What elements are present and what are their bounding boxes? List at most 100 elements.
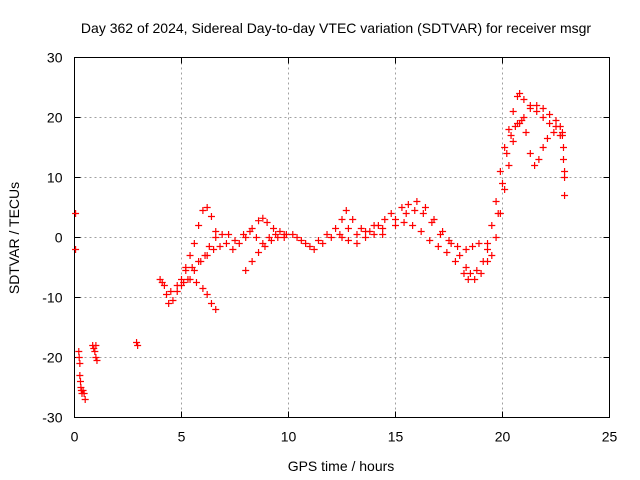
data-point: [267, 237, 275, 244]
data-point: [344, 225, 352, 232]
data-point: [195, 222, 203, 229]
data-point: [462, 246, 470, 253]
data-point: [302, 240, 310, 247]
data-point: [76, 378, 84, 385]
data-point: [306, 243, 314, 250]
data-point: [484, 258, 492, 265]
data-point: [552, 117, 560, 124]
data-point: [392, 216, 399, 223]
x-tick-label: 5: [178, 429, 186, 445]
data-points: [72, 90, 569, 403]
y-tick-label: 0: [55, 230, 63, 246]
data-point: [546, 111, 554, 118]
data-point: [561, 192, 569, 199]
data-point: [248, 258, 256, 265]
data-point: [212, 234, 220, 241]
data-point: [526, 105, 534, 112]
data-point: [190, 240, 198, 247]
data-point: [353, 240, 361, 247]
data-point: [93, 357, 101, 364]
x-tick-label: 25: [602, 429, 618, 445]
data-point: [163, 291, 171, 298]
data-point: [190, 267, 198, 274]
data-point: [505, 162, 513, 169]
data-point: [469, 243, 477, 250]
data-point: [451, 258, 459, 265]
x-axis-title: GPS time / hours: [288, 458, 395, 474]
data-point: [488, 252, 496, 259]
data-point: [558, 132, 566, 139]
data-point: [552, 123, 560, 130]
data-point: [400, 219, 408, 226]
data-point: [392, 222, 399, 229]
data-point: [186, 252, 194, 259]
data-point: [362, 228, 370, 235]
data-point: [270, 225, 278, 232]
data-point: [323, 231, 331, 238]
data-point: [404, 201, 412, 208]
data-point: [75, 348, 83, 355]
chart-title: Day 362 of 2024, Sidereal Day-to-day VTE…: [81, 20, 591, 36]
data-point: [531, 162, 539, 169]
y-tick-label: 10: [47, 170, 63, 186]
data-point: [436, 231, 444, 238]
data-point: [492, 198, 500, 205]
y-tick-label: -10: [42, 290, 62, 306]
data-point: [539, 114, 547, 121]
data-point: [561, 174, 569, 181]
data-point: [539, 105, 547, 112]
data-point: [314, 237, 322, 244]
data-point: [370, 222, 378, 229]
data-point: [72, 210, 80, 217]
data-point: [533, 102, 541, 109]
data-point: [231, 237, 239, 244]
data-point: [207, 213, 215, 220]
grid: [74, 57, 610, 418]
data-point: [357, 225, 365, 232]
data-point: [252, 234, 260, 241]
data-point: [165, 300, 173, 307]
data-point: [197, 258, 205, 265]
data-point: [210, 246, 218, 253]
data-point: [218, 231, 226, 238]
y-axis-title: SDTVAR / TECUs: [6, 182, 22, 294]
data-point: [246, 228, 254, 235]
data-point: [522, 129, 530, 136]
data-point: [133, 339, 141, 346]
data-point: [362, 234, 370, 241]
y-tick-label: 30: [47, 50, 63, 66]
data-point: [475, 240, 483, 247]
data-point: [342, 207, 350, 214]
data-point: [81, 396, 89, 403]
data-point: [192, 279, 200, 286]
data-point: [445, 237, 453, 244]
data-point: [178, 282, 185, 289]
data-point: [379, 225, 387, 232]
data-point: [509, 138, 517, 145]
data-point: [488, 222, 496, 229]
data-point: [561, 168, 569, 175]
data-point: [460, 270, 468, 277]
data-point: [535, 156, 543, 163]
data-point: [297, 237, 305, 244]
y-tick-label: -20: [42, 350, 62, 366]
data-point: [477, 270, 485, 277]
data-point: [261, 243, 269, 250]
data-point: [454, 243, 462, 250]
axis-ticks: [74, 57, 610, 418]
y-tick-label: -30: [42, 410, 62, 426]
data-point: [409, 222, 417, 229]
data-point: [338, 234, 346, 241]
data-point: [520, 96, 528, 103]
data-point: [212, 306, 220, 313]
data-point: [199, 285, 207, 292]
data-point: [499, 180, 506, 187]
data-point: [167, 288, 175, 295]
data-point: [426, 237, 434, 244]
data-point: [222, 240, 230, 247]
data-point: [310, 246, 318, 253]
data-point: [160, 282, 168, 289]
data-point: [411, 207, 419, 214]
data-point: [462, 264, 470, 271]
data-point: [293, 234, 301, 241]
